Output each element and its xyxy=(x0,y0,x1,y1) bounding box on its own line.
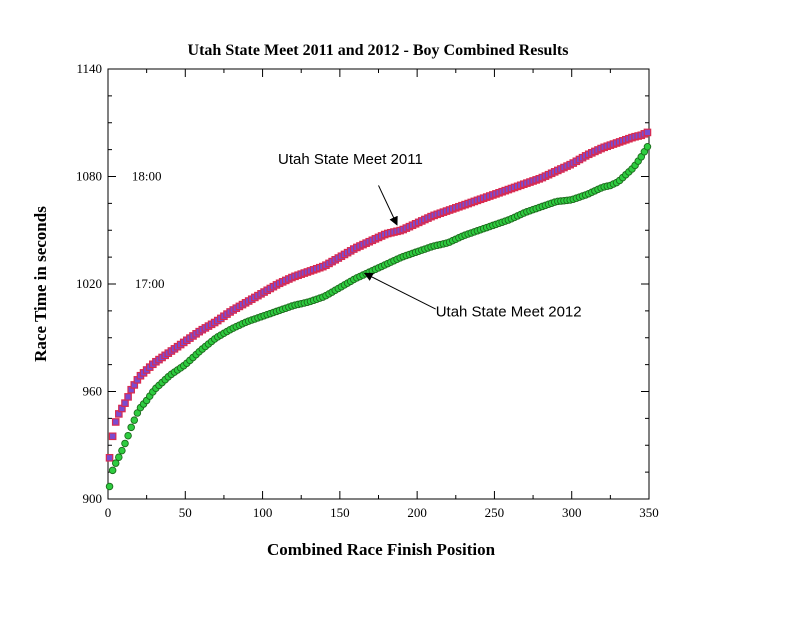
y-axis-label: Race Time in seconds xyxy=(31,206,50,362)
data-point xyxy=(127,423,135,432)
series-2012 xyxy=(105,143,652,491)
data-point xyxy=(115,453,123,461)
x-tick-label: 50 xyxy=(179,505,192,520)
annotation-2012-label: Utah State Meet 2012 xyxy=(436,303,582,320)
data-point xyxy=(643,143,652,151)
data-point xyxy=(111,418,120,426)
data-point xyxy=(108,466,117,475)
y-tick-label: 1140 xyxy=(76,61,102,76)
y-tick-label: 1080 xyxy=(76,169,102,184)
data-point xyxy=(105,482,114,491)
data-point xyxy=(130,416,139,424)
plot-frame xyxy=(107,68,650,500)
x-tick-label: 300 xyxy=(562,505,582,520)
annotation-2011-arrow xyxy=(378,185,398,226)
x-tick-label: 200 xyxy=(407,505,427,520)
y-tick-label: 1020 xyxy=(76,276,102,291)
x-tick-label: 100 xyxy=(253,505,273,520)
data-point xyxy=(105,453,114,462)
reference-time-label: 18:00 xyxy=(132,169,162,184)
reference-labels: 18:00 17:00 xyxy=(132,169,165,292)
data-point xyxy=(124,393,132,401)
data-point xyxy=(111,459,120,467)
data-point xyxy=(124,431,132,440)
data-point xyxy=(121,399,129,407)
x-axis-label: Combined Race Finish Position xyxy=(267,540,496,559)
data-point xyxy=(118,446,126,455)
data-point xyxy=(643,128,652,137)
tick-labels: 900 960 1020 1080 1140 0 50 100 150 200 250 300 350 xyxy=(76,61,659,520)
y-tick-label: 900 xyxy=(83,491,103,506)
x-tick-label: 250 xyxy=(485,505,505,520)
axis-ticks xyxy=(107,68,650,500)
annotations: Utah State Meet 2011 Utah State Meet 2012 xyxy=(278,151,582,320)
chart-title: Utah State Meet 2011 and 2012 - Boy Comb… xyxy=(188,42,569,59)
y-tick-label: 960 xyxy=(83,384,103,399)
data-point xyxy=(121,439,129,448)
x-tick-label: 0 xyxy=(105,505,112,520)
x-tick-label: 150 xyxy=(330,505,350,520)
annotation-2012-arrow xyxy=(363,272,436,310)
series-2011 xyxy=(105,128,652,462)
reference-time-label: 17:00 xyxy=(135,276,165,291)
data-series xyxy=(105,128,652,491)
data-point xyxy=(108,432,117,441)
annotation-2011-label: Utah State Meet 2011 xyxy=(278,151,423,168)
x-tick-label: 350 xyxy=(639,505,659,520)
